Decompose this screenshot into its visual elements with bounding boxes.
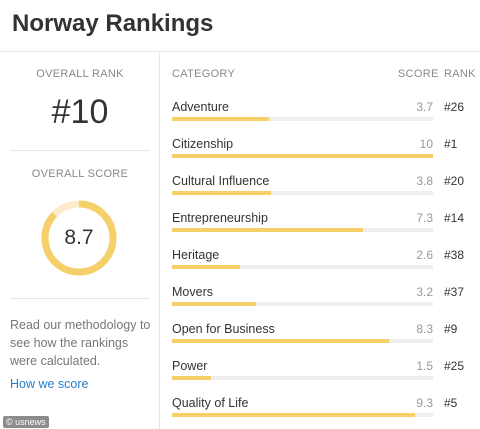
category-score: 10 (419, 137, 433, 151)
table-row: Citizenship 10 #1 (161, 137, 480, 167)
category-score: 3.2 (416, 285, 433, 299)
category-name: Cultural Influence (172, 174, 270, 188)
category-name: Citizenship (172, 137, 234, 151)
score-bar-fill (172, 302, 256, 306)
how-we-score-link[interactable]: How we score (10, 377, 89, 391)
table-row: Movers 3.2 #37 (161, 285, 480, 315)
overall-rank-value: #10 (51, 93, 109, 131)
score-bar-fill (172, 339, 389, 343)
category-rank: #38 (444, 248, 465, 262)
category-score: 8.3 (416, 322, 433, 336)
divider (10, 150, 150, 151)
overall-score-label: OVERALL SCORE (31, 168, 129, 180)
score-bar-fill (172, 413, 415, 417)
page-header: Norway Rankings (0, 0, 480, 52)
category-rank: #26 (444, 100, 465, 114)
category-score: 2.6 (416, 248, 433, 262)
category-name: Movers (172, 285, 213, 299)
table-row: Open for Business 8.3 #9 (161, 322, 480, 352)
score-bar-track (172, 228, 433, 232)
column-header-category: CATEGORY (172, 68, 236, 80)
category-rank: #9 (444, 322, 458, 336)
score-bar-track (172, 413, 433, 417)
category-score: 9.3 (416, 396, 433, 410)
table-row: Power 1.5 #25 (161, 359, 480, 389)
score-bar-fill (172, 376, 212, 380)
score-bar-fill (172, 117, 269, 121)
overview-panel: OVERALL RANK #10 OVERALL SCORE 8.7 Read … (0, 53, 160, 429)
score-bar-track (172, 339, 433, 343)
methodology-text: Read our methodology to see how the rank… (10, 318, 151, 368)
category-name: Open for Business (172, 322, 275, 336)
score-bar-track (172, 265, 433, 269)
category-rank: #14 (444, 211, 465, 225)
table-row: Entrepreneurship 7.3 #14 (161, 211, 480, 241)
table-row: Adventure 3.7 #26 (161, 100, 480, 130)
score-bar-track (172, 376, 433, 380)
table-row: Quality of Life 9.3 #5 (161, 396, 480, 426)
gauge-arc (41, 200, 117, 276)
column-header-rank: RANK (444, 68, 476, 80)
category-score: 3.8 (416, 174, 433, 188)
category-rank: #20 (444, 174, 465, 188)
score-bar-fill (172, 191, 272, 195)
category-name: Quality of Life (172, 396, 249, 410)
overall-score-value: 8.7 (64, 226, 94, 249)
category-name: Heritage (172, 248, 220, 262)
score-bar-track (172, 117, 433, 121)
category-name: Adventure (172, 100, 229, 114)
category-score: 7.3 (416, 211, 433, 225)
score-bar-fill (172, 154, 433, 158)
divider (10, 298, 150, 299)
rankings-table: CATEGORY SCORE RANK Adventure 3.7 #26 Citiz… (161, 53, 480, 429)
category-rank: #1 (444, 137, 458, 151)
watermark: © usnews (3, 416, 49, 428)
score-bar-fill (172, 265, 240, 269)
category-name: Entrepreneurship (172, 211, 268, 225)
page-title: Norway Rankings (12, 10, 214, 37)
category-name: Power (172, 359, 208, 373)
category-score: 3.7 (416, 100, 433, 114)
score-gauge (41, 200, 117, 276)
table-row: Cultural Influence 3.8 #20 (161, 174, 480, 204)
score-bar-track (172, 302, 433, 306)
category-rank: #25 (444, 359, 465, 373)
overall-rank-label: OVERALL RANK (36, 68, 124, 80)
score-bar-track (172, 191, 433, 195)
category-rank: #5 (444, 396, 458, 410)
column-header-score: SCORE (398, 68, 439, 80)
score-bar-track (172, 154, 433, 158)
category-score: 1.5 (416, 359, 433, 373)
table-row: Heritage 2.6 #38 (161, 248, 480, 278)
category-rank: #37 (444, 285, 465, 299)
score-bar-fill (172, 228, 363, 232)
